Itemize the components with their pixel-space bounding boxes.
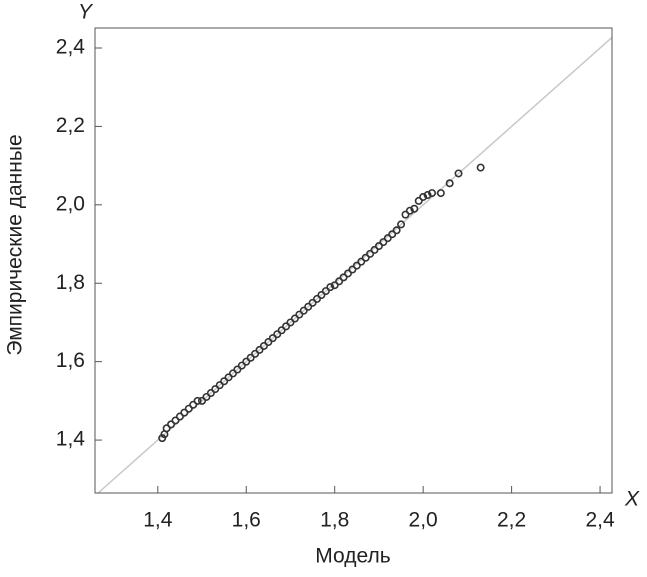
point	[273, 330, 282, 339]
point	[330, 281, 339, 290]
point	[184, 404, 193, 413]
y-tick-label: 1,6	[56, 349, 85, 372]
reference-line	[97, 36, 613, 494]
point	[397, 220, 406, 229]
point	[366, 249, 375, 258]
y-tick-label: 1,4	[56, 428, 86, 451]
point	[414, 196, 423, 205]
plot-frame	[94, 27, 613, 494]
point	[335, 277, 344, 286]
point	[286, 318, 295, 327]
point	[211, 385, 220, 394]
x-axis-title: Модель	[315, 545, 390, 568]
point	[423, 191, 432, 200]
point	[198, 396, 207, 405]
point	[282, 322, 291, 331]
point	[383, 234, 392, 243]
point	[202, 392, 211, 401]
point	[277, 326, 286, 335]
x-tick-label: 2,2	[497, 509, 526, 532]
point	[357, 257, 366, 266]
y-axis-letter: Y	[78, 1, 94, 24]
point	[224, 373, 233, 382]
point	[220, 377, 229, 386]
point	[259, 341, 268, 350]
point	[180, 408, 189, 417]
point	[246, 353, 255, 362]
point	[454, 169, 463, 178]
point	[237, 361, 246, 370]
point	[361, 253, 370, 262]
point	[401, 210, 410, 219]
x-tick-label: 1,8	[320, 509, 349, 532]
point	[476, 163, 485, 172]
point	[228, 369, 237, 378]
point	[392, 226, 401, 235]
point	[193, 396, 202, 405]
point	[290, 314, 299, 323]
point	[189, 400, 198, 409]
x-axis-letter: X	[624, 488, 640, 511]
point	[264, 338, 273, 347]
point	[388, 230, 397, 239]
point	[348, 265, 357, 274]
point	[171, 416, 180, 425]
point	[251, 349, 260, 358]
point	[215, 381, 224, 390]
point	[233, 365, 242, 374]
point	[158, 434, 167, 443]
y-tick-label: 2,0	[56, 192, 85, 215]
point	[326, 283, 335, 292]
point	[175, 412, 184, 421]
point	[352, 261, 361, 270]
point	[206, 389, 215, 398]
point	[419, 192, 428, 201]
point	[268, 334, 277, 343]
y-tick-label: 2,2	[56, 114, 85, 137]
x-tick-label: 1,6	[232, 509, 261, 532]
point	[445, 179, 454, 188]
point	[255, 345, 264, 354]
y-tick-label: 1,8	[56, 271, 85, 294]
point	[410, 204, 419, 213]
point	[162, 424, 171, 433]
point	[405, 206, 414, 215]
point	[242, 357, 251, 366]
point	[339, 273, 348, 282]
x-tick-label: 1,4	[143, 509, 173, 532]
point	[167, 420, 176, 429]
point	[321, 287, 330, 296]
point	[374, 241, 383, 250]
point	[299, 306, 308, 315]
y-tick-label: 2,4	[56, 36, 86, 59]
point	[343, 269, 352, 278]
y-axis-title: Эмпирические данные	[4, 134, 27, 355]
point	[304, 302, 313, 311]
point	[436, 189, 445, 198]
point	[317, 291, 326, 300]
x-tick-label: 2,0	[409, 509, 438, 532]
point	[313, 294, 322, 303]
point	[379, 238, 388, 247]
point	[428, 189, 437, 198]
x-tick-label: 2,4	[585, 509, 615, 532]
point	[308, 298, 317, 307]
point	[295, 310, 304, 319]
point	[370, 245, 379, 254]
